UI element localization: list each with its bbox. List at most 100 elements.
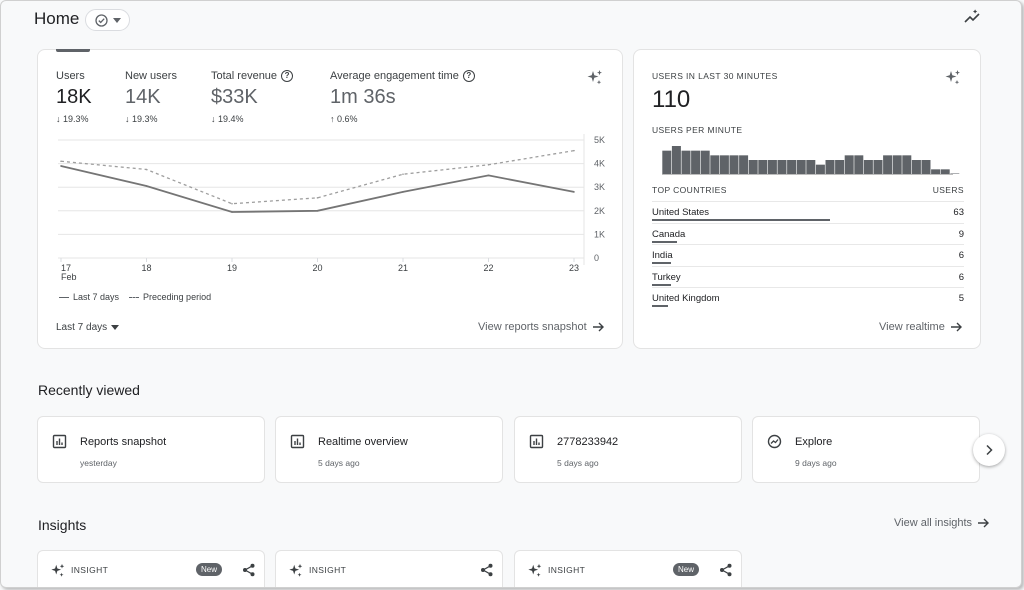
minute-bar[interactable] [902, 155, 912, 174]
help-icon[interactable]: ? [462, 70, 475, 82]
arrow-right-icon [950, 322, 962, 332]
insight-label: INSIGHT [548, 565, 586, 575]
top-countries-header: TOP COUNTRIES USERS [652, 185, 964, 195]
minute-bar[interactable] [911, 160, 921, 174]
metric-change-value: 19.4% [218, 114, 244, 124]
country-row[interactable]: United Kingdom 5 [652, 287, 964, 308]
country-row[interactable]: United States 63 [652, 201, 964, 222]
report-icon [529, 434, 544, 449]
metric-change: ↓ 19.3% [56, 114, 92, 124]
recent-item-card[interactable]: Explore 9 days ago [752, 416, 980, 483]
country-share-bar [652, 262, 671, 264]
sparkle-icon[interactable] [586, 69, 604, 87]
metric-label: Total revenue? [211, 70, 294, 82]
recent-item-subtitle: yesterday [80, 458, 117, 468]
minute-bar[interactable] [950, 173, 960, 175]
share-icon[interactable] [719, 563, 733, 577]
realtime-card: USERS IN LAST 30 MINUTES 110 USERS PER M… [633, 49, 981, 349]
insights-title: Insights [38, 517, 87, 533]
country-name: Turkey [652, 271, 681, 283]
view-all-insights-link[interactable]: View all insights [894, 517, 990, 529]
recently-viewed-title: Recently viewed [38, 382, 140, 398]
insight-card[interactable]: INSIGHT New [37, 550, 265, 587]
minute-bar[interactable] [748, 160, 758, 174]
insight-card[interactable]: INSIGHT [275, 550, 503, 587]
metric-total-revenue[interactable]: Total revenue? $33K ↓ 19.4% [211, 70, 294, 124]
insight-card[interactable]: INSIGHT New [514, 550, 742, 587]
metric-users[interactable]: Users 18K ↓ 19.3% [56, 70, 92, 124]
minute-bar[interactable] [787, 160, 797, 174]
minute-bar[interactable] [921, 160, 931, 174]
minute-bar[interactable] [931, 169, 941, 174]
minute-bar[interactable] [844, 155, 854, 174]
metric-label-text: Total revenue [211, 70, 278, 82]
minute-bar[interactable] [940, 169, 950, 174]
help-icon[interactable]: ? [281, 70, 294, 82]
country-row[interactable]: India 6 [652, 244, 964, 265]
status-dropdown[interactable] [85, 9, 130, 31]
minute-bar[interactable] [691, 150, 701, 174]
share-icon[interactable] [242, 563, 256, 577]
top-countries-label: TOP COUNTRIES [652, 185, 727, 195]
minute-bar[interactable] [729, 155, 739, 174]
minute-bar[interactable] [671, 146, 681, 174]
country-name: United Kingdom [652, 293, 720, 304]
insight-label: INSIGHT [309, 565, 347, 575]
recent-item-subtitle: 9 days ago [795, 458, 837, 468]
country-count: 9 [958, 228, 964, 240]
minute-bar[interactable] [662, 150, 672, 174]
chevron-right-icon [986, 444, 993, 456]
minute-bar[interactable] [815, 164, 825, 174]
report-icon [290, 434, 305, 449]
y-tick-label: 1K [594, 229, 605, 239]
minute-bar[interactable] [796, 160, 806, 174]
insights-trend-icon[interactable] [963, 9, 983, 32]
minute-bar[interactable] [883, 155, 893, 174]
metric-average-engagement-time[interactable]: Average engagement time? 1m 36s ↑ 0.6% [330, 70, 475, 124]
minute-bar[interactable] [854, 155, 864, 174]
metric-label: New users [125, 70, 177, 82]
minute-bar[interactable] [719, 155, 729, 174]
minute-bar[interactable] [863, 160, 873, 174]
minute-bar[interactable] [777, 160, 787, 174]
recent-item-card[interactable]: Reports snapshot yesterday [37, 416, 265, 483]
date-range-dropdown[interactable]: Last 7 days [56, 322, 120, 333]
metric-new-users[interactable]: New users 14K ↓ 19.3% [125, 70, 177, 124]
page-title: Home [34, 9, 80, 28]
legend-swatch-current [59, 296, 69, 298]
minute-bar[interactable] [739, 155, 749, 174]
arrow-right-icon [592, 322, 604, 332]
view-reports-snapshot-link[interactable]: View reports snapshot [478, 321, 605, 333]
users-per-minute-chart [662, 146, 960, 175]
check-circle-icon [94, 13, 108, 27]
chart-legend: Last 7 days Preceding period [59, 292, 211, 302]
next-button[interactable] [973, 434, 1005, 466]
metric-label: Users [56, 70, 92, 82]
minute-bar[interactable] [767, 160, 777, 174]
recent-item-card[interactable]: Realtime overview 5 days ago [275, 416, 503, 483]
view-realtime-link[interactable]: View realtime [879, 321, 963, 333]
recent-item-card[interactable]: 2778233942 5 days ago [514, 416, 742, 483]
country-row[interactable]: Canada 9 [652, 222, 964, 244]
minute-bar[interactable] [825, 160, 835, 174]
minute-bar[interactable] [873, 160, 883, 174]
arrow-down-icon: ↓ [56, 114, 64, 124]
minute-bar[interactable] [806, 160, 816, 174]
minute-bar[interactable] [681, 150, 691, 174]
sparkle-icon[interactable] [944, 69, 962, 87]
minute-bar[interactable] [835, 160, 845, 174]
metric-label-text: New users [125, 70, 177, 82]
minute-bar[interactable] [892, 155, 902, 174]
data-point [60, 165, 62, 167]
view-all-insights-label: View all insights [894, 517, 973, 529]
share-icon[interactable] [480, 563, 494, 577]
metric-label-text: Average engagement time [330, 70, 459, 82]
minute-bar[interactable] [700, 150, 710, 174]
minute-bar[interactable] [710, 155, 720, 174]
country-row[interactable]: Turkey 6 [652, 265, 964, 287]
caret-down-icon [111, 325, 120, 330]
y-tick-label: 4K [594, 159, 605, 169]
minute-bar[interactable] [758, 160, 768, 174]
